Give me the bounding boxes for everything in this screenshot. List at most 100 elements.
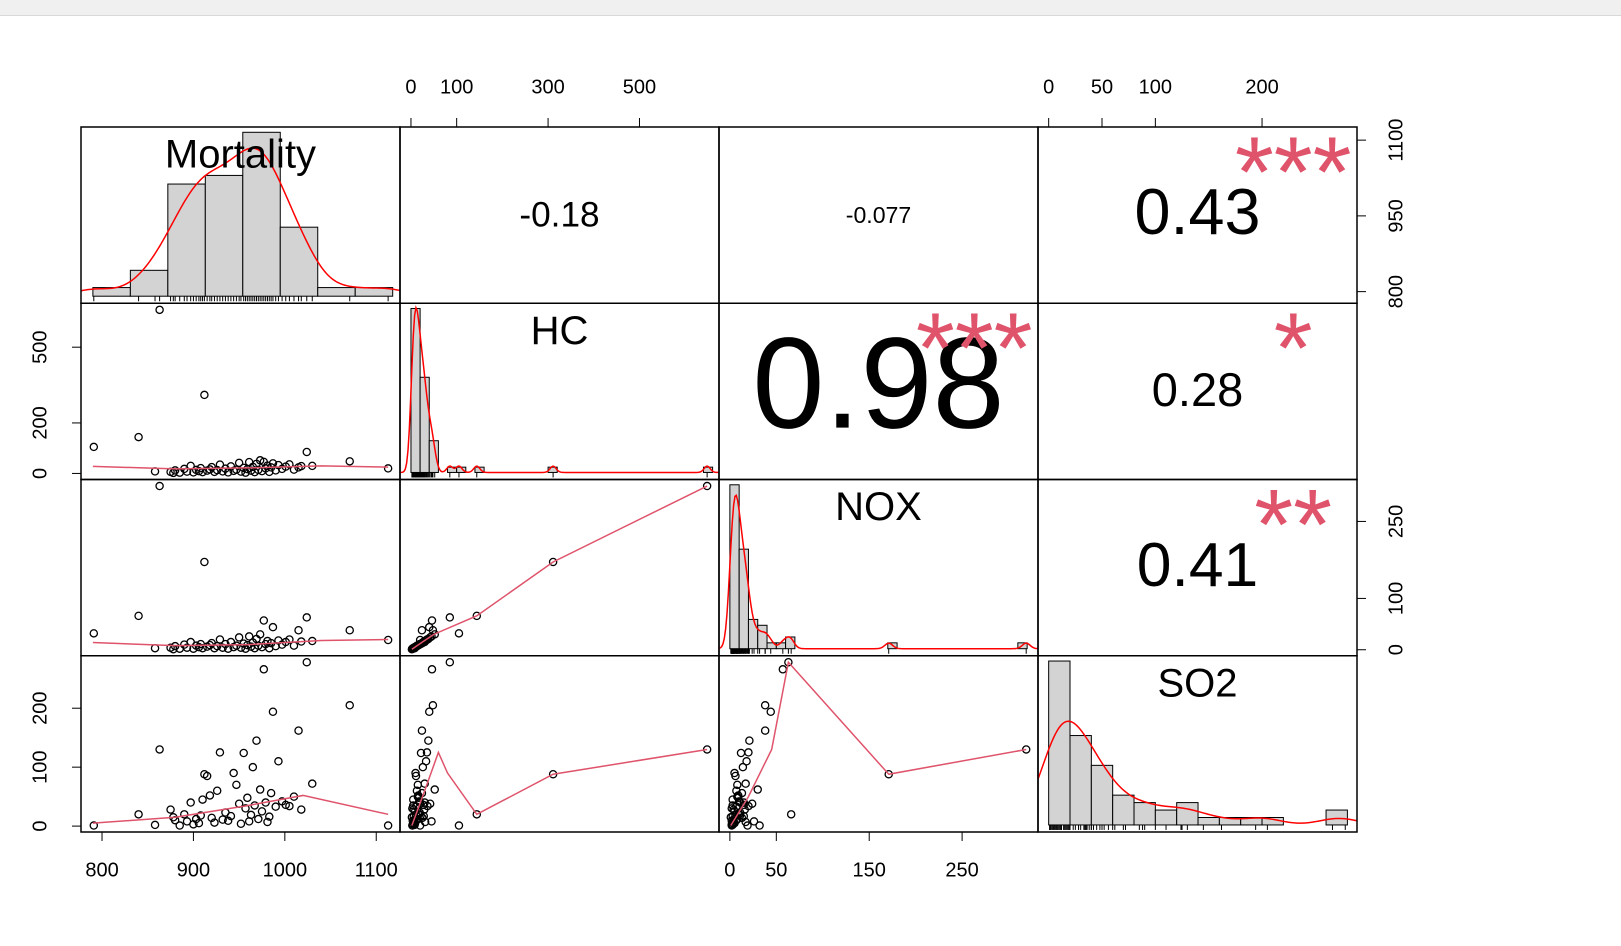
scatter-point [210, 818, 219, 827]
scatter-point [289, 641, 299, 650]
scatter-point [232, 780, 241, 790]
scatter-point [738, 762, 748, 772]
scatter-point [743, 821, 752, 830]
scatter-point [424, 707, 434, 716]
scatter-point [739, 800, 749, 810]
histogram-bar [317, 287, 356, 297]
histogram-bar [242, 131, 281, 297]
scatter-point [89, 442, 99, 452]
scatter-point [259, 616, 269, 625]
scatter-point [411, 810, 421, 820]
panel-border [80, 478, 401, 657]
histogram-bar [129, 269, 169, 297]
panel [89, 657, 393, 830]
fit-line [92, 465, 389, 470]
scatter-point [271, 802, 280, 811]
scatter-point [200, 557, 209, 567]
scatter-point [221, 639, 230, 649]
y-tick-label: 800 [1385, 275, 1407, 308]
scatter-point [236, 819, 246, 828]
scatter-point [760, 701, 770, 710]
histogram-bar [738, 548, 749, 650]
scatter-point [445, 657, 455, 667]
scatter-point [411, 768, 420, 778]
scatter-point [248, 762, 258, 772]
fit-line [411, 748, 708, 826]
significance-stars: *** [1235, 116, 1352, 228]
scatter-point [741, 779, 750, 788]
scatter-point [255, 630, 265, 639]
panel: -0.18 [519, 195, 599, 234]
x-tick-label: 900 [177, 859, 210, 881]
histogram-bar [204, 174, 244, 297]
scatter-point [180, 810, 189, 819]
scatter-point [430, 630, 439, 639]
correlation-value: 0.43 [1135, 175, 1261, 248]
scatter-point [302, 447, 312, 457]
scatter-point [730, 768, 739, 778]
scatter-point [733, 792, 742, 801]
scatter-point [223, 816, 233, 826]
scatter-point [202, 771, 212, 781]
x-tick-label: 100 [1139, 76, 1172, 98]
scatter-point [274, 757, 283, 766]
scatter-point [241, 804, 250, 813]
scatter-point [445, 613, 455, 622]
scatter-point [244, 457, 254, 467]
scatter-point [266, 788, 276, 798]
panel [89, 305, 393, 478]
histogram-bar [1069, 735, 1092, 826]
scatter-point [454, 821, 464, 830]
panel-border [80, 302, 401, 481]
x-tick-label: 150 [853, 859, 886, 881]
scatter-point [89, 821, 99, 830]
scatter-point [302, 613, 312, 622]
y-tick-label: 0 [29, 821, 51, 832]
scatter-point [246, 810, 256, 820]
scatter-point [430, 785, 439, 794]
scatter-point [413, 792, 423, 801]
y-tick-label: 250 [1385, 505, 1407, 538]
panel: 0.41** [1137, 480, 1332, 601]
histogram-bar [419, 376, 430, 473]
panel: 0.43*** [1135, 116, 1352, 248]
scatter-point [200, 390, 209, 400]
x-tick-label: 0 [1043, 76, 1054, 98]
histogram-bar [1154, 809, 1178, 826]
scatter-point [134, 810, 143, 819]
scatter-point [207, 813, 216, 823]
histogram-bar [757, 624, 768, 650]
x-tick-label: 1000 [263, 859, 308, 881]
scatter-point [728, 801, 737, 810]
panel [407, 481, 712, 654]
scatter-point [420, 779, 429, 788]
scatter-point [345, 625, 354, 635]
panel [726, 657, 1031, 830]
scatter-point [383, 821, 393, 830]
fit-line [92, 794, 389, 824]
scatter-point [268, 707, 278, 716]
scatter-point [234, 633, 244, 642]
scatter-point [766, 707, 775, 716]
correlation-value: -0.18 [519, 195, 599, 234]
scatter-point [736, 748, 746, 758]
histogram-bar [279, 226, 319, 297]
scatter-point [263, 817, 272, 827]
x-tick-label: 500 [623, 76, 656, 98]
scatter-point [285, 801, 294, 811]
x-tick-label: 50 [1091, 76, 1113, 98]
scatter-point [428, 625, 438, 635]
scatter-point [150, 820, 160, 830]
scatter-point [268, 622, 278, 632]
scatter-point [134, 432, 143, 442]
x-tick-label: 1100 [355, 859, 398, 881]
scatter-point [252, 736, 261, 745]
scatter-point [760, 726, 770, 735]
scatter-point [281, 800, 290, 810]
fit-line [730, 660, 1027, 826]
scatter-point [175, 821, 184, 830]
scatter-point [730, 807, 739, 816]
panel [719, 484, 1038, 654]
panel-border [718, 655, 1039, 833]
